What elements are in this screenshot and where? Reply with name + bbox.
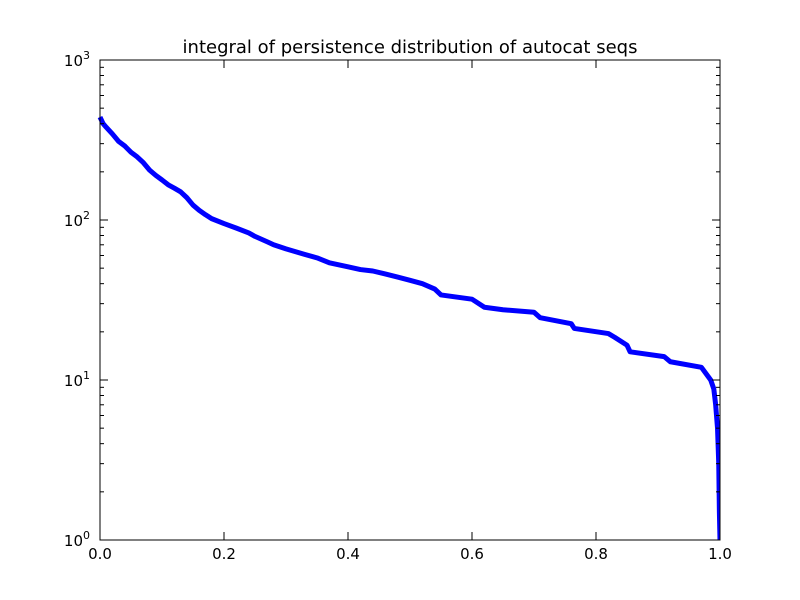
- plot-background: [100, 60, 720, 540]
- x-tick-label: 0.0: [88, 545, 112, 563]
- y-tick-label: 101: [64, 369, 90, 390]
- y-tick-label: 102: [64, 209, 90, 230]
- chart-title: integral of persistence distribution of …: [183, 37, 638, 58]
- x-tick-label: 0.4: [336, 545, 360, 563]
- y-tick-label: 100: [64, 529, 90, 550]
- y-tick-label: 103: [64, 49, 90, 70]
- x-tick-label: 1.0: [708, 545, 732, 563]
- axes-layer: 0.0 0.2 0.4 0.6 0.8 1.0 100 101 102 103: [64, 49, 732, 563]
- plot-area: [100, 60, 720, 540]
- x-tick-label: 0.2: [212, 545, 236, 563]
- x-tick-label: 0.8: [584, 545, 608, 563]
- series-layer: [97, 115, 720, 540]
- x-tick-label: 0.6: [460, 545, 484, 563]
- series-line-0: [97, 115, 720, 540]
- plot-frame: [99, 59, 721, 541]
